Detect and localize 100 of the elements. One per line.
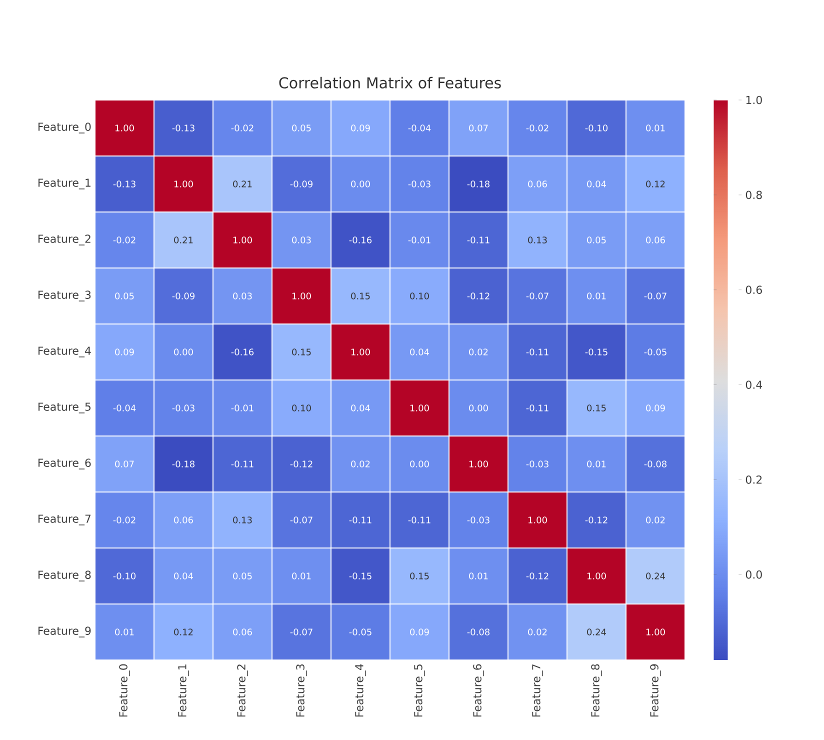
data-label: -0.11 bbox=[526, 348, 548, 356]
data-label: 0.04 bbox=[174, 572, 194, 580]
data-label: 1.00 bbox=[528, 516, 547, 524]
data-label: 0.03 bbox=[233, 292, 252, 300]
data-label: 1.00 bbox=[646, 628, 665, 636]
data-label: -0.02 bbox=[113, 516, 136, 524]
data-label: 0.10 bbox=[410, 292, 429, 300]
data-label: 0.06 bbox=[233, 628, 252, 636]
data-label: 0.12 bbox=[646, 180, 665, 188]
data-label: -0.11 bbox=[467, 236, 490, 244]
data-label: -0.12 bbox=[526, 572, 548, 580]
data-label: -0.16 bbox=[231, 348, 254, 356]
data-label: 0.10 bbox=[292, 404, 311, 412]
data-label: -0.11 bbox=[526, 404, 548, 412]
x-tick-label: Feature_9 bbox=[650, 664, 661, 717]
x-tick-label: Feature_6 bbox=[473, 664, 484, 717]
data-label: -0.10 bbox=[585, 124, 608, 132]
data-label: 0.01 bbox=[587, 292, 606, 300]
data-label: -0.08 bbox=[467, 628, 490, 636]
y-tick-label: Feature_7 bbox=[38, 514, 91, 526]
data-label: 0.01 bbox=[469, 572, 488, 580]
data-label: 0.06 bbox=[174, 516, 193, 524]
data-label: 0.02 bbox=[646, 516, 665, 524]
color-bar-label: 0.2 bbox=[746, 476, 762, 484]
data-label: 0.15 bbox=[410, 572, 429, 580]
chart-title: Correlation Matrix of Features bbox=[279, 76, 501, 88]
data-label: 0.12 bbox=[174, 628, 193, 636]
data-label: 0.15 bbox=[351, 292, 370, 300]
data-label: 0.04 bbox=[587, 180, 606, 188]
data-label: -0.03 bbox=[172, 404, 194, 412]
data-label: 0.07 bbox=[115, 460, 134, 468]
data-label: -0.05 bbox=[644, 348, 666, 356]
data-label: -0.03 bbox=[526, 460, 548, 468]
y-tick-label: Feature_3 bbox=[38, 290, 91, 302]
y-tick-label: Feature_5 bbox=[38, 402, 91, 414]
data-label: -0.12 bbox=[290, 460, 312, 468]
data-label: 0.13 bbox=[233, 516, 252, 524]
y-tick-label: Feature_2 bbox=[38, 234, 90, 246]
data-label: 0.15 bbox=[292, 348, 311, 356]
y-tick-label: Feature_4 bbox=[38, 346, 91, 358]
data-label: 0.24 bbox=[646, 572, 666, 580]
x-tick-label: Feature_4 bbox=[355, 664, 366, 717]
data-label: -0.07 bbox=[644, 292, 666, 300]
color-bar-label: 0.8 bbox=[746, 190, 762, 200]
y-tick-label: Feature_9 bbox=[38, 626, 91, 638]
data-label: 1.00 bbox=[469, 460, 488, 468]
x-tick-label: Feature_3 bbox=[296, 664, 307, 717]
data-label: 0.01 bbox=[292, 572, 311, 580]
data-label: -0.03 bbox=[408, 180, 430, 188]
data-label: -0.08 bbox=[644, 460, 667, 468]
data-label: 0.01 bbox=[115, 628, 134, 636]
data-label: -0.18 bbox=[467, 180, 490, 188]
x-tick-label: Feature_0 bbox=[119, 664, 130, 717]
data-label: -0.10 bbox=[113, 572, 136, 580]
data-label: 0.24 bbox=[587, 628, 606, 636]
data-label: 0.01 bbox=[646, 124, 665, 132]
data-label: -0.12 bbox=[585, 516, 608, 524]
data-label: -0.09 bbox=[290, 180, 313, 188]
data-label: 0.00 bbox=[410, 460, 429, 468]
y-tick-label: Feature_8 bbox=[38, 570, 91, 582]
data-label: -0.11 bbox=[349, 516, 372, 524]
data-label: -0.12 bbox=[467, 292, 490, 300]
data-label: 1.00 bbox=[174, 180, 193, 188]
data-label: 0.04 bbox=[351, 404, 370, 412]
data-label: 1.00 bbox=[351, 348, 370, 356]
data-label: 0.00 bbox=[469, 404, 488, 412]
color-bar-label: 0.0 bbox=[746, 570, 762, 579]
data-label: -0.15 bbox=[585, 348, 608, 356]
color-bar-label: 0.6 bbox=[746, 286, 762, 294]
y-tick-label: Feature_6 bbox=[38, 458, 91, 470]
data-label: 0.21 bbox=[233, 180, 252, 188]
data-label: -0.18 bbox=[172, 460, 195, 468]
color-bar-label: 1.0 bbox=[746, 96, 762, 104]
data-label: 0.09 bbox=[410, 628, 429, 636]
data-label: 0.04 bbox=[410, 348, 430, 356]
x-tick-label: Feature_1 bbox=[178, 664, 189, 717]
data-label: 0.21 bbox=[174, 236, 193, 244]
data-label: -0.01 bbox=[408, 236, 430, 244]
data-label: -0.07 bbox=[526, 292, 548, 300]
data-label: 0.02 bbox=[528, 628, 547, 636]
y-tick-label: Feature_1 bbox=[38, 178, 90, 190]
data-label: 1.00 bbox=[233, 236, 252, 244]
x-tick-label: Feature_8 bbox=[591, 664, 602, 717]
data-label: -0.15 bbox=[349, 572, 372, 580]
data-label: -0.04 bbox=[408, 124, 431, 132]
data-label: 1.00 bbox=[587, 572, 606, 580]
data-label: -0.07 bbox=[290, 516, 312, 524]
data-label: 0.02 bbox=[469, 348, 488, 356]
data-label: 1.00 bbox=[292, 292, 311, 300]
data-label: 0.03 bbox=[292, 236, 311, 244]
data-label: 0.09 bbox=[115, 348, 134, 356]
data-label: -0.04 bbox=[113, 404, 136, 412]
data-label: 0.05 bbox=[115, 292, 134, 300]
data-label: -0.07 bbox=[290, 628, 312, 636]
data-label: 1.00 bbox=[115, 124, 134, 132]
data-label: 0.02 bbox=[351, 460, 370, 468]
data-label: 0.07 bbox=[469, 124, 488, 132]
data-label: 0.00 bbox=[351, 180, 370, 188]
data-label: 0.00 bbox=[174, 348, 193, 356]
data-label: 0.05 bbox=[292, 124, 311, 132]
